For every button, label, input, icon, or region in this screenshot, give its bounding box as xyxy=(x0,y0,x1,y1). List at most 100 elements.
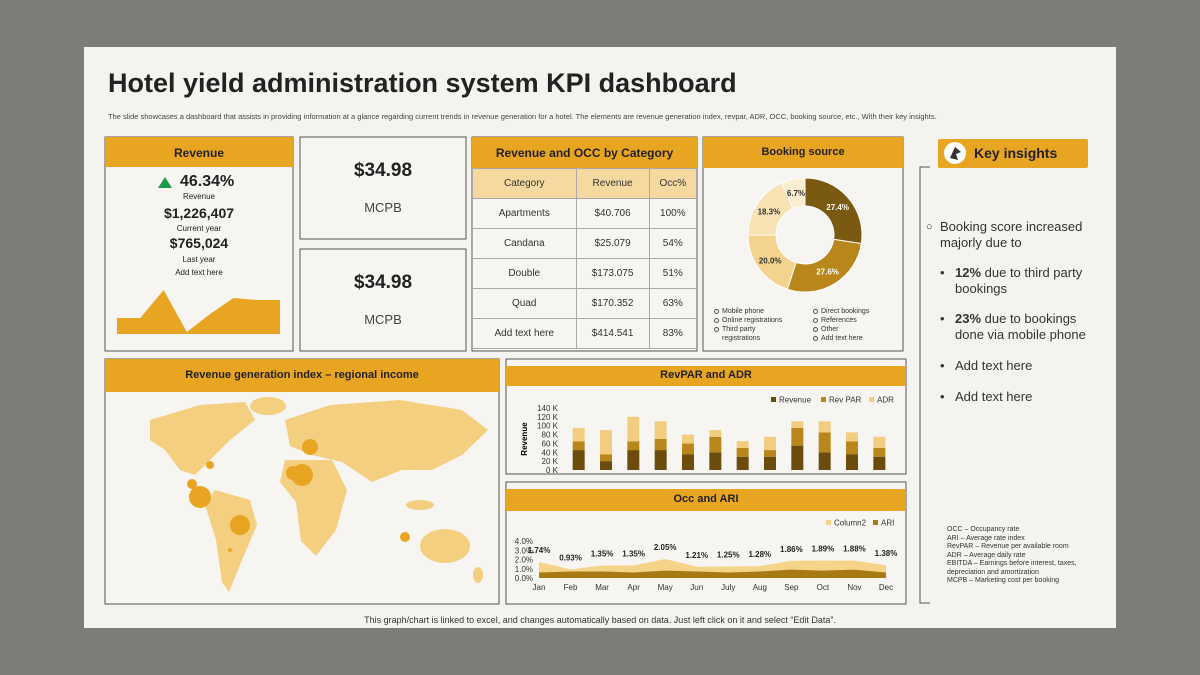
data-label: 27.4% xyxy=(826,203,849,212)
x-tick-label: Feb xyxy=(564,583,578,592)
table-cell: Double xyxy=(472,258,577,289)
data-label: 20.0% xyxy=(759,256,782,265)
kpi-value: $1,226,407 xyxy=(163,205,235,221)
data-label: 1.89% xyxy=(812,545,835,554)
bar-segment xyxy=(572,450,585,470)
insights-title: Key insights xyxy=(974,145,1058,161)
abbr: ARI – Average rate index xyxy=(947,534,1025,542)
donut-slice xyxy=(781,177,806,210)
legend-swatch xyxy=(821,397,826,402)
bar-segment xyxy=(791,427,804,446)
panel-title: Revenue generation index – regional inco… xyxy=(185,369,419,381)
y-tick-label: 20 K xyxy=(542,457,559,466)
table-cell: 63% xyxy=(648,288,698,319)
footer: This graph/chart is linked to excel, and… xyxy=(364,615,836,625)
panel-headers xyxy=(105,137,1088,511)
table-cell: Add text here xyxy=(472,318,577,349)
legend-label: Revenue xyxy=(779,396,812,405)
subtitle: The slide showcases a dashboard that ass… xyxy=(108,112,937,121)
table: Category Revenue Occ% Apartments $40.706 100%… xyxy=(472,168,698,349)
data-label: 1.86% xyxy=(780,545,803,554)
legend-col: Direct bookings References Other Add tex… xyxy=(812,307,902,343)
kpi-value: $765,024 xyxy=(169,235,229,251)
bar-segment xyxy=(627,416,640,442)
table-cell: $40.706 xyxy=(575,198,650,229)
bar-segment xyxy=(736,447,749,457)
data-label: 6.7% xyxy=(787,189,805,198)
bar-segment xyxy=(818,452,831,470)
legend-label: Rev PAR xyxy=(829,396,862,405)
bar-segment xyxy=(600,454,612,462)
mcpb-label: MCPB xyxy=(364,312,402,327)
bar-segment xyxy=(654,421,667,439)
kpi-change: 46.34% xyxy=(180,173,235,190)
kpi-label: Revenue xyxy=(182,192,216,201)
data-label: 0.93% xyxy=(559,553,582,562)
panel-title: Booking source xyxy=(761,146,845,158)
up-arrow xyxy=(158,177,172,188)
bar-segment xyxy=(709,436,722,453)
data-label: 1.28% xyxy=(748,550,771,559)
table-row: Apartments $40.706 100% xyxy=(472,198,698,229)
x-tick-label: Jan xyxy=(533,583,546,592)
data-label: 1.35% xyxy=(591,550,614,559)
x-tick-label: Mar xyxy=(595,583,609,592)
bar-segment xyxy=(600,430,612,455)
insight-icon-glyph xyxy=(950,147,961,160)
data-label: 1.38% xyxy=(875,549,898,558)
abbr: EBITDA – Earnings before interest, taxes… xyxy=(947,560,1077,576)
kpi-label: Current year xyxy=(176,224,222,233)
x-tick-label: May xyxy=(658,583,673,592)
table-cell: Quad xyxy=(472,288,577,319)
y-tick-label: 4.0% xyxy=(515,537,533,546)
legend-label: ARI xyxy=(881,519,894,528)
bar-segment xyxy=(846,432,858,442)
bar-segment xyxy=(572,441,585,451)
table-cell: $173.075 xyxy=(575,258,650,289)
x-tick-label: Nov xyxy=(847,583,861,592)
table-wrap: Category Revenue Occ% Apartments $40.706 100%… xyxy=(472,168,698,349)
mcpb-label: MCPB xyxy=(364,200,402,215)
table-header: Category Revenue Occ% xyxy=(472,168,698,199)
y-tick-label: 60 K xyxy=(542,439,559,448)
y-tick-label: 0 K xyxy=(546,466,559,475)
bar-segment xyxy=(654,450,667,470)
area xyxy=(539,569,886,578)
y-tick-label: 2.0% xyxy=(515,556,533,565)
legend-item: References xyxy=(812,316,902,325)
table-cell: $25.079 xyxy=(575,228,650,259)
table-cell: Apartments xyxy=(472,198,577,229)
legend-label: Column2 xyxy=(834,519,867,528)
bar-segment xyxy=(791,445,804,470)
insight-text: Add text here xyxy=(955,358,1033,373)
y-tick-label: 1.0% xyxy=(515,565,533,574)
table-cell: $170.352 xyxy=(575,288,650,319)
x-tick-label: Sep xyxy=(784,583,799,592)
bar-segment xyxy=(764,436,776,451)
data-label: 1.21% xyxy=(685,551,708,560)
data-label: 27.6% xyxy=(816,268,839,277)
table-cell: $414.541 xyxy=(575,318,650,349)
legend-swatch xyxy=(771,397,776,402)
x-tick-label: July xyxy=(721,583,735,592)
data-label: 2.05% xyxy=(654,543,677,552)
bar-segment xyxy=(627,441,640,451)
insight-bullet: • 23% due to bookings done via mobile pho… xyxy=(940,311,1086,342)
panel-title: RevPAR and ADR xyxy=(660,369,752,381)
bar-segment xyxy=(709,430,722,437)
panel-title: Occ and ARI xyxy=(673,493,739,505)
insight-bullet: • Add text here xyxy=(940,389,1033,404)
bar-segment xyxy=(682,434,694,444)
x-tick-label: Jun xyxy=(690,583,703,592)
legend-item: Third party registrations xyxy=(713,325,782,343)
legend-item: Add text here xyxy=(812,334,902,343)
abbr: OCC – Occupancy rate xyxy=(947,526,1020,533)
insights-intro: ○ Booking score increased majorly due to xyxy=(926,219,1083,250)
map-bubbles xyxy=(187,439,410,552)
bar-segment xyxy=(600,461,612,470)
legend-label: ADR xyxy=(877,396,894,405)
bar-segment xyxy=(736,456,749,470)
legend-item: Mobile phone xyxy=(713,307,808,316)
world-map xyxy=(150,397,488,592)
legend-item: Online registrations xyxy=(713,316,808,325)
